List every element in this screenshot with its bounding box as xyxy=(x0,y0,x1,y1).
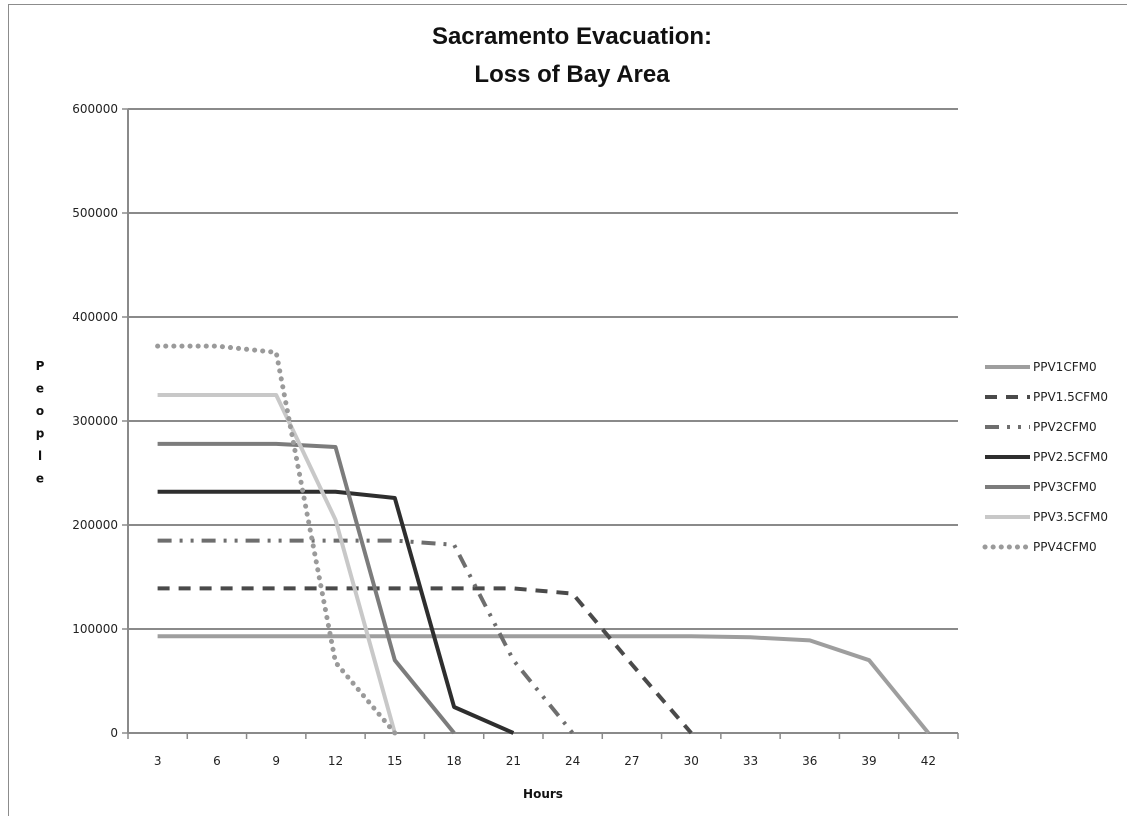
series-line-PPV4CFM0 xyxy=(155,343,398,736)
x-axis-title: Hours xyxy=(523,787,563,801)
x-tick-label: 39 xyxy=(861,754,876,768)
series-line-PPV2.5CFM0 xyxy=(157,489,515,735)
x-tick-label: 9 xyxy=(272,754,280,768)
series-line-PPV1CFM0 xyxy=(157,634,930,735)
series-line-PPV1.5CFM0 xyxy=(157,586,693,735)
x-tick-label: 33 xyxy=(743,754,758,768)
y-tick-label: 600000 xyxy=(72,102,118,116)
y-tick-label: 0 xyxy=(110,726,118,740)
x-tick-label: 6 xyxy=(213,754,221,768)
y-axis-title-letter: e xyxy=(36,382,44,396)
legend-label: PPV2.5CFM0 xyxy=(1033,450,1108,464)
y-axis-title-letter: l xyxy=(38,449,42,463)
y-axis-title-letter: e xyxy=(36,472,44,486)
legend: PPV1CFM0 PPV1.5CFM0 PPV2CFM0 PPV2.5CFM0 PPV3… xyxy=(982,360,1108,554)
legend-label: PPV3CFM0 xyxy=(1033,480,1097,494)
y-tick-label: 100000 xyxy=(72,622,118,636)
series-lines xyxy=(155,343,930,736)
legend-label: PPV1CFM0 xyxy=(1033,360,1097,374)
x-tick-label: 36 xyxy=(802,754,817,768)
y-tick-label: 400000 xyxy=(72,310,118,324)
y-axis-title-letter: p xyxy=(36,427,45,441)
chart-title-line-2: Loss of Bay Area xyxy=(474,61,670,88)
series-line-PPV3.5CFM0 xyxy=(157,393,397,734)
x-tick-label: 18 xyxy=(446,754,461,768)
chart-title-line-1: Sacramento Evacuation: xyxy=(432,23,712,50)
series-line-PPV3CFM0 xyxy=(157,441,456,735)
y-tick-label: 300000 xyxy=(72,414,118,428)
legend-label: PPV2CFM0 xyxy=(1033,420,1097,434)
chart-frame xyxy=(8,4,1127,816)
x-tick-label: 24 xyxy=(565,754,580,768)
x-tick-label: 12 xyxy=(328,754,343,768)
x-tick-label: 3 xyxy=(154,754,162,768)
x-tick-label: 15 xyxy=(387,754,402,768)
series-line-PPV2CFM0 xyxy=(157,538,575,735)
x-tick-label: 21 xyxy=(506,754,521,768)
gridlines xyxy=(128,108,958,630)
y-axis-title-letter: o xyxy=(36,404,44,418)
legend-label: PPV3.5CFM0 xyxy=(1033,510,1108,524)
x-tick-label: 30 xyxy=(684,754,699,768)
x-tick-label: 27 xyxy=(624,754,639,768)
y-tick-label: 500000 xyxy=(72,206,118,220)
x-tick-label: 42 xyxy=(921,754,936,768)
legend-label: PPV4CFM0 xyxy=(1033,540,1097,554)
y-axis-title-letter: P xyxy=(36,359,45,373)
y-tick-label: 200000 xyxy=(72,518,118,532)
legend-label: PPV1.5CFM0 xyxy=(1033,390,1108,404)
